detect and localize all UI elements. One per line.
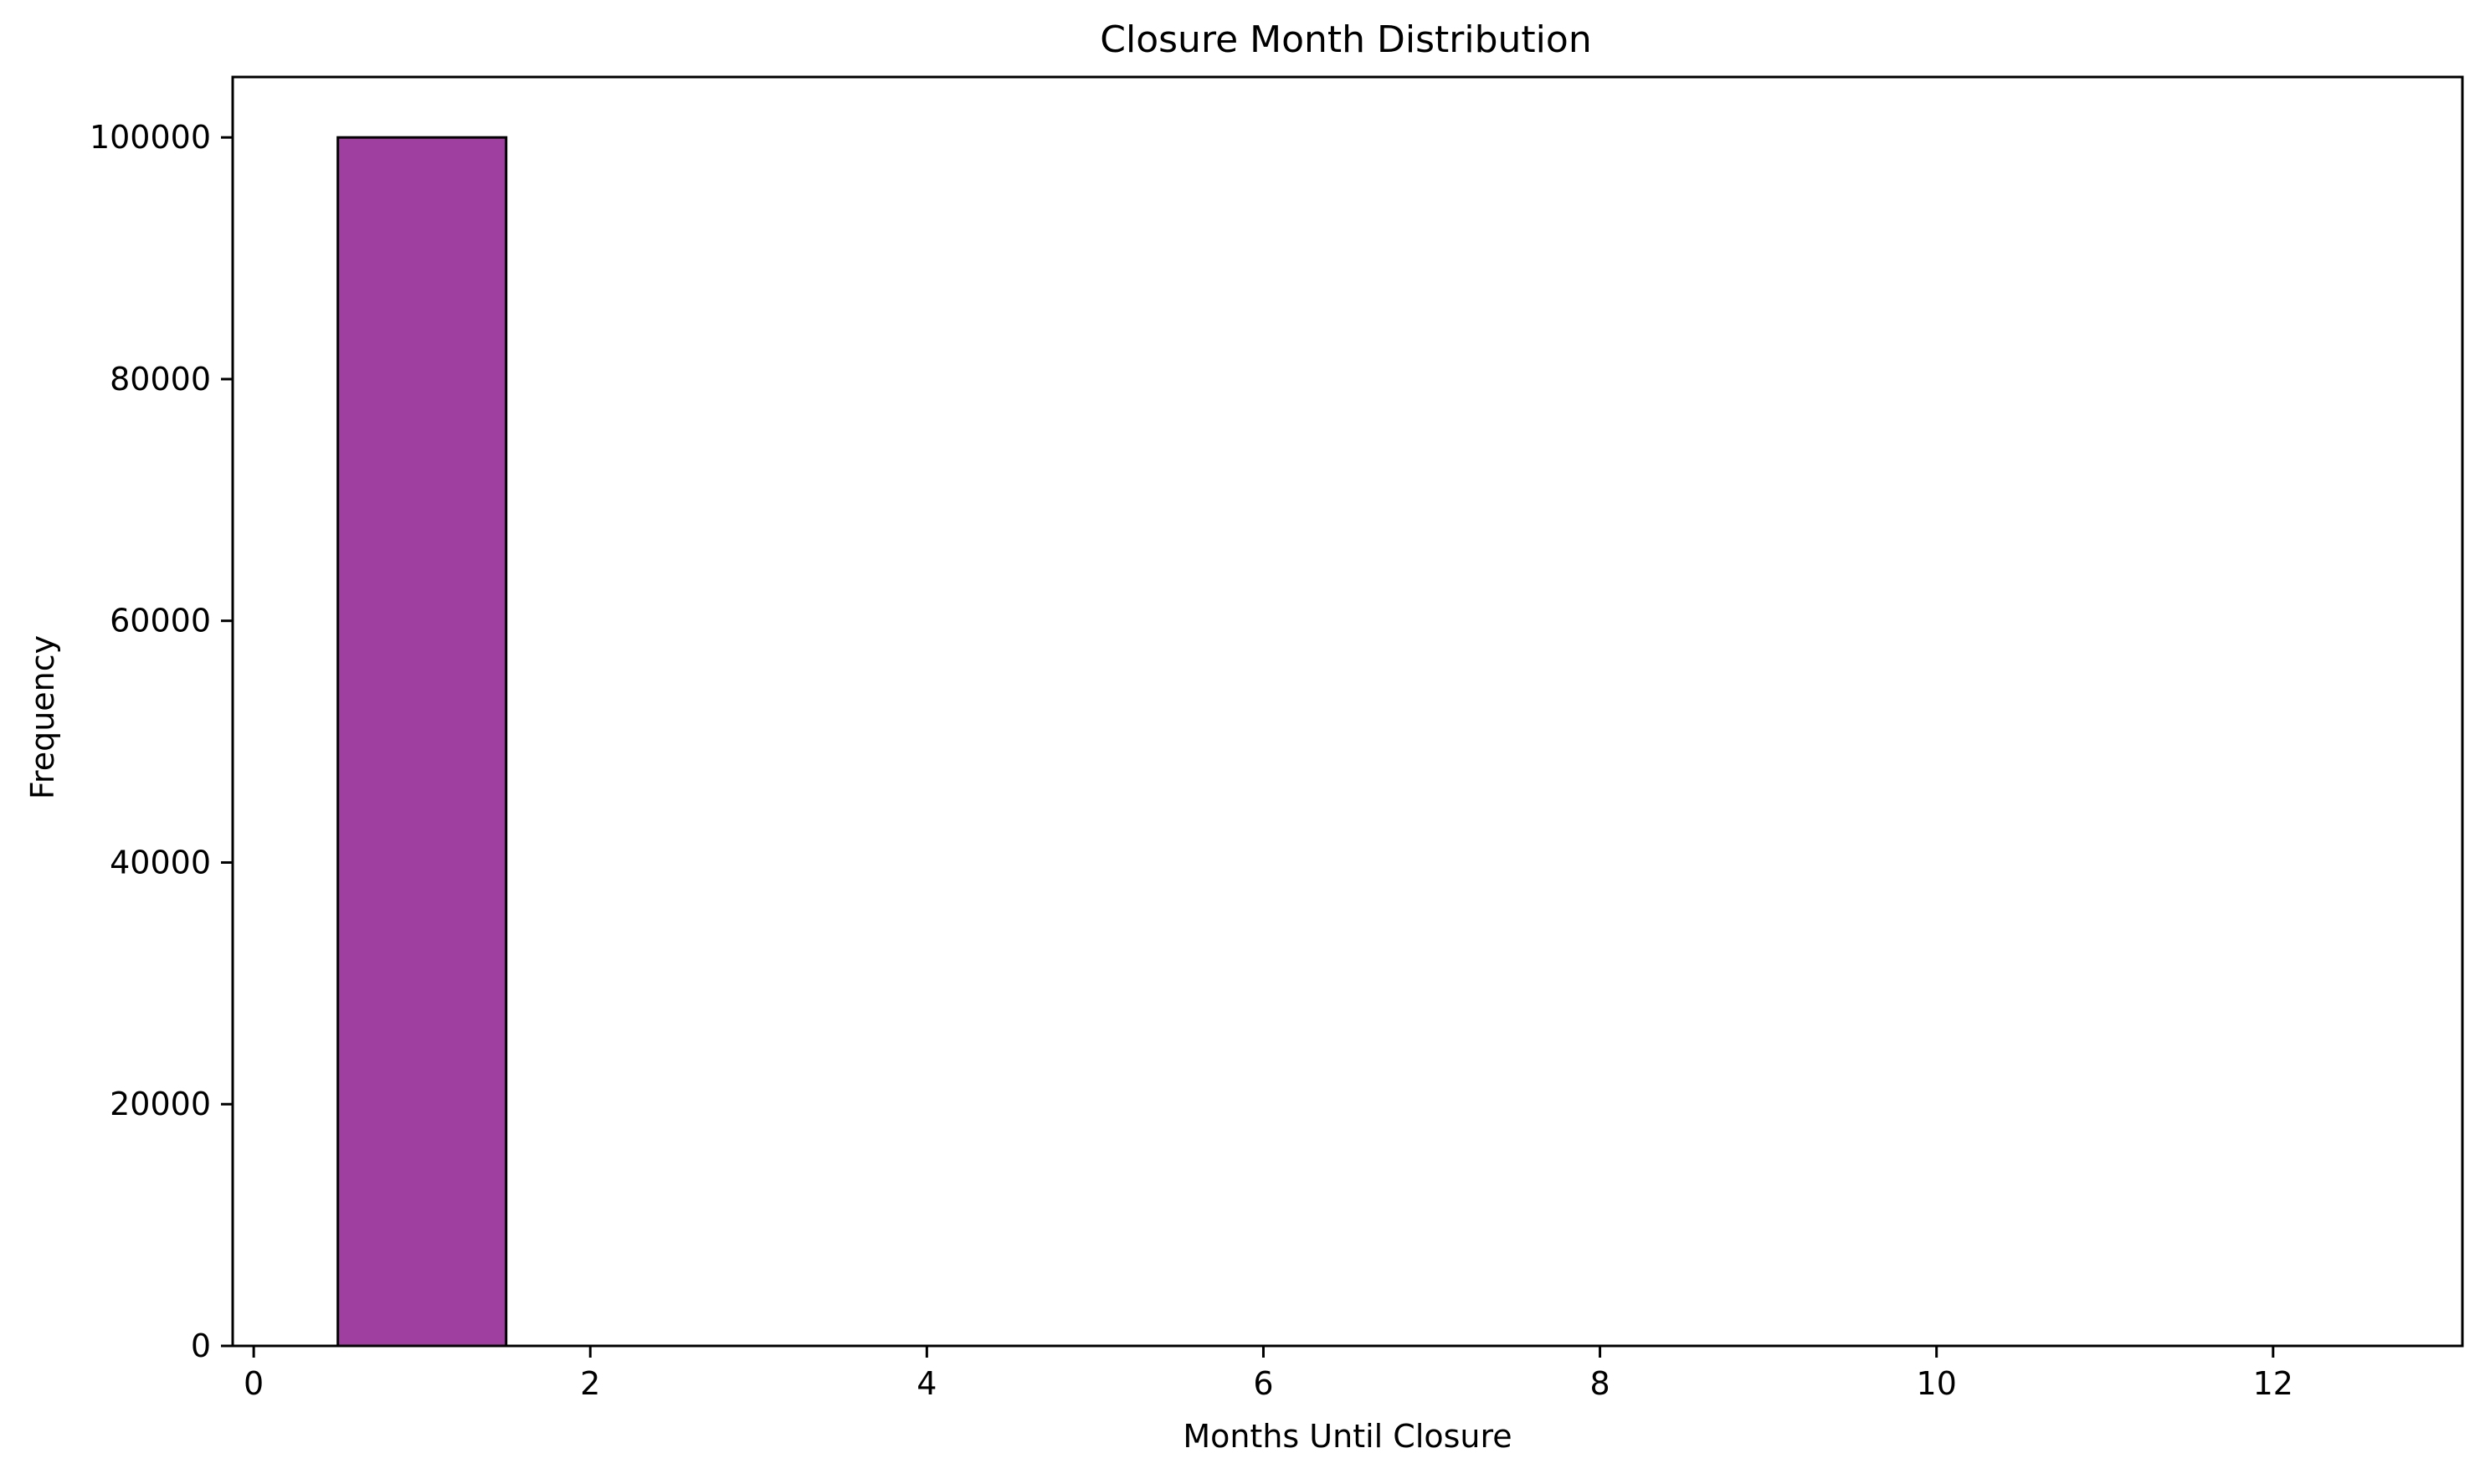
y-axis-label: Frequency [24, 635, 61, 799]
x-tick-label-5: 10 [1917, 1365, 1957, 1402]
histogram-bar-0 [336, 136, 508, 1348]
chart-title: Closure Month Distribution [1100, 18, 1591, 61]
y-axis: 0 20000 40000 60000 80000 100000 [90, 119, 233, 1364]
plot-frame [231, 75, 2464, 1348]
x-tick-label-1: 2 [580, 1365, 600, 1402]
x-axis-label: Months Until Closure [1183, 1418, 1512, 1455]
x-tick-label-2: 4 [916, 1365, 937, 1402]
x-tick-label-0: 0 [244, 1365, 264, 1402]
x-tick-label-4: 8 [1589, 1365, 1610, 1402]
y-tick-label-5: 100000 [90, 119, 211, 156]
x-axis: 0 2 4 6 8 10 12 [244, 1346, 2293, 1402]
y-tick-label-0: 0 [191, 1327, 211, 1364]
y-tick-label-3: 60000 [110, 603, 211, 639]
y-tick-label-2: 40000 [110, 844, 211, 881]
y-tick-label-4: 80000 [110, 361, 211, 398]
x-tick-label-3: 6 [1253, 1365, 1273, 1402]
bars-layer [336, 136, 508, 1348]
y-tick-label-1: 20000 [110, 1086, 211, 1122]
x-tick-label-6: 12 [2253, 1365, 2293, 1402]
